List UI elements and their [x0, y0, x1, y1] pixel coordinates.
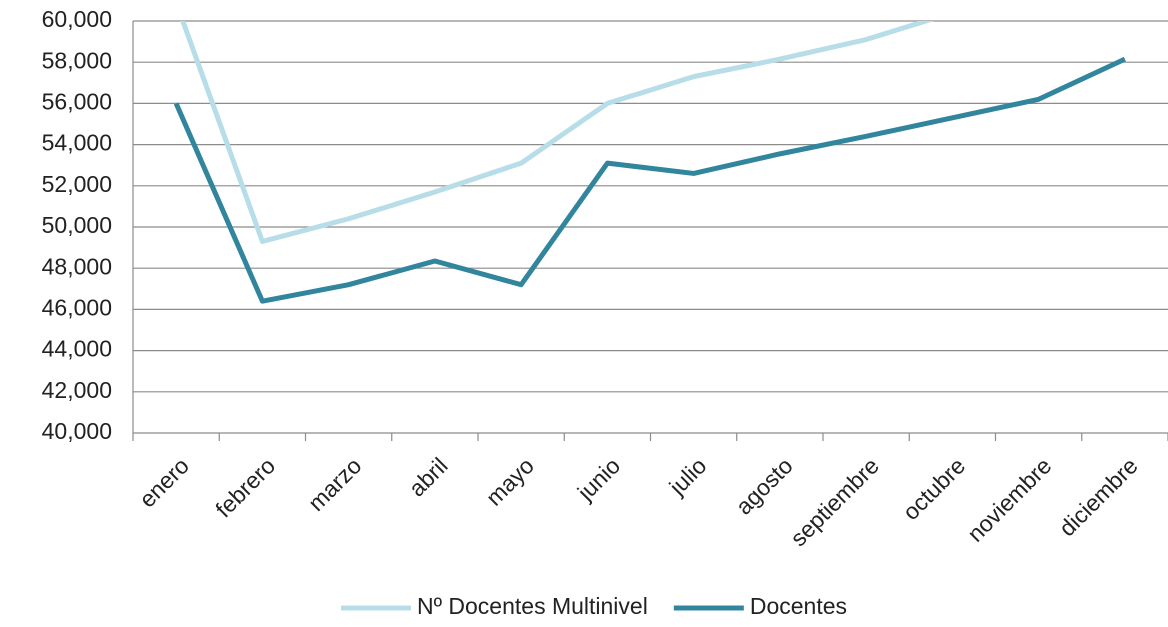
grid — [132, 20, 1168, 441]
x-tick-label: diciembre — [1054, 452, 1143, 541]
y-tick-label: 54,000 — [42, 130, 112, 156]
y-tick-label: 52,000 — [42, 171, 112, 197]
legend-item: Nº Docentes Multinivel — [341, 593, 648, 619]
y-tick-label: 48,000 — [42, 253, 112, 279]
plot-area — [173, 21, 1126, 304]
series-line — [180, 21, 935, 244]
x-tick-label: enero — [134, 452, 194, 512]
y-tick-label: 46,000 — [42, 294, 112, 320]
y-tick-label: 42,000 — [42, 377, 112, 403]
x-tick-label: junio — [572, 452, 625, 505]
y-tick-label: 44,000 — [42, 336, 112, 362]
x-tick-label: marzo — [303, 452, 367, 516]
y-tick-label: 50,000 — [42, 212, 112, 238]
y-tick-label: 60,000 — [42, 6, 112, 32]
legend-label: Nº Docentes Multinivel — [417, 593, 648, 619]
x-tick-label: noviembre — [962, 452, 1056, 546]
legend-label: Docentes — [750, 593, 847, 619]
legend-item: Docentes — [673, 593, 847, 619]
y-tick-label: 56,000 — [42, 88, 112, 114]
x-tick-label: septiembre — [785, 452, 884, 551]
x-tick-label: febrero — [210, 452, 280, 522]
x-tick-label: julio — [663, 452, 711, 500]
y-tick-label: 58,000 — [42, 47, 112, 73]
x-tick-label: mayo — [481, 452, 539, 510]
y-tick-label: 40,000 — [42, 418, 112, 444]
x-tick-label: octubre — [898, 452, 971, 525]
x-tick-label: abril — [404, 452, 453, 501]
series-line — [173, 56, 1126, 304]
x-tick-label: agosto — [730, 452, 797, 519]
